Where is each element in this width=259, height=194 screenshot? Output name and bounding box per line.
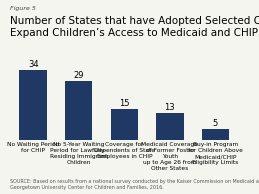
Bar <box>156 113 184 140</box>
Bar <box>19 70 47 140</box>
Bar <box>202 130 229 140</box>
Text: 13: 13 <box>164 103 175 112</box>
Text: 15: 15 <box>119 99 130 108</box>
Text: Number of States that have Adopted Selected Options to
Expand Children’s Access : Number of States that have Adopted Selec… <box>10 16 259 38</box>
Text: Figure 5: Figure 5 <box>10 6 36 11</box>
Text: 5: 5 <box>213 120 218 128</box>
Bar <box>111 109 138 140</box>
Bar <box>65 81 92 140</box>
Text: 29: 29 <box>74 71 84 80</box>
Text: 34: 34 <box>28 60 39 69</box>
Text: SOURCE: Based on results from a national survey conducted by the Kaiser Commissi: SOURCE: Based on results from a national… <box>10 179 259 190</box>
